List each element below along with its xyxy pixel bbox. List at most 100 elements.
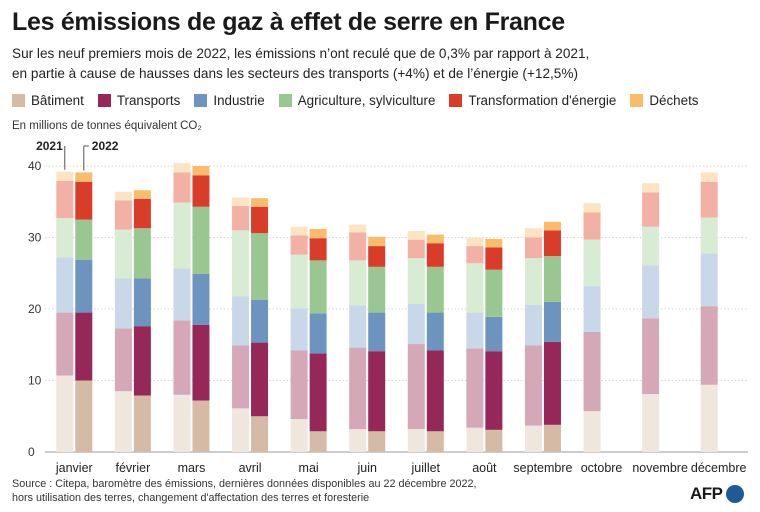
bar-segment [290,308,308,351]
legend-swatch [194,94,208,107]
legend-label: Industrie [213,93,265,108]
bar-segment [700,181,718,218]
legend-swatch [449,94,463,107]
bar-segment [114,391,132,452]
bar-segment [133,395,151,452]
bar-segment [173,202,191,269]
x-tick-label: septembre [513,461,572,475]
bar-segment [56,257,74,313]
y-tick-label: 20 [28,302,42,316]
bar-segment [232,206,250,231]
x-tick-label: mai [299,461,319,475]
legend-swatch [97,94,111,107]
x-tick-label: octobre [581,461,623,475]
bar-segment [368,351,386,432]
chart-title: Les émissions de gaz à effet de serre en… [12,8,565,36]
bar-segment [524,345,542,426]
bar-segment [583,411,601,452]
legend: Bâtiment Transports Industrie Agricultur… [12,93,698,108]
bar-segment [368,266,386,313]
bar-segment [407,239,425,259]
bar-segment [309,353,327,432]
bar-segment [309,260,327,314]
bar-segment [583,203,601,213]
bar-segment [524,425,542,452]
bar-segment [368,236,386,247]
bar-segment [407,429,425,452]
year-label-2022: 2022 [92,139,119,153]
bar-segment [173,172,191,203]
bar-segment [75,259,93,313]
bar-segment [56,375,74,452]
bar-segment [114,278,132,329]
bar-segment [232,408,250,452]
bar-segment [642,318,660,395]
bar-segment [290,226,308,236]
legend-item-transports: Transports [97,93,181,108]
legend-label: Transformation d'énergie [468,93,617,108]
bar-segment [426,243,444,267]
bar-segment [349,305,367,348]
afp-logo: AFP [690,484,744,504]
legend-swatch [630,94,644,107]
bar-segment [309,228,327,239]
bar-segment [173,268,191,321]
bar-segment [583,239,601,287]
x-tick-label: novembre [632,461,688,475]
x-tick-label: août [472,461,497,475]
bar-segment [232,345,250,409]
bar-segment [407,303,425,345]
year-label-2021: 2021 [36,139,63,153]
bar-segment [133,278,151,327]
legend-item-dechets: Déchets [630,93,698,108]
bar-segment [524,258,542,305]
source-note: Source : Citepa, baromètre des émissions… [12,477,477,505]
legend-item-batiment: Bâtiment [12,93,84,108]
bar-segment [426,312,444,351]
bar-segment [524,304,542,346]
bar-segment [75,312,93,381]
bar-segment [349,260,367,306]
bar-segment [700,172,718,182]
bar-segment [114,328,132,392]
legend-item-industrie: Industrie [194,93,265,108]
bar-segment [642,192,660,227]
bar-segment [251,233,269,300]
y-tick-label: 30 [28,231,42,245]
bar-segment [407,344,425,430]
bar-segment [466,427,484,452]
bar-segment [192,206,210,274]
bar-segment [485,316,503,352]
bar-segment [700,306,718,385]
legend-item-agriculture: Agriculture, sylviculture [278,93,435,108]
bar-segment [466,348,484,428]
bar-segment [75,172,93,182]
source-line-1: Source : Citepa, baromètre des émissions… [12,478,477,490]
bar-segment [290,235,308,255]
legend-label: Déchets [649,93,699,108]
bar-segment [56,181,74,219]
bar-segment [642,183,660,193]
bar-segment [290,350,308,420]
bar-segment [368,431,386,452]
bar-segment [309,238,327,261]
bar-segment [75,219,93,260]
y-tick-label: 40 [28,159,42,173]
legend-label: Transports [116,93,181,108]
bar-segment [173,320,191,395]
bar-segment [466,263,484,313]
bar-segment [192,166,210,176]
bar-segment [466,237,484,247]
bar-segment [426,350,444,432]
bar-segment [309,313,327,354]
bar-segment [524,228,542,238]
bar-segment [700,253,718,307]
bar-segment [75,181,93,220]
bar-segment [583,286,601,332]
x-tick-label: avril [239,461,262,475]
bar-segment [368,246,386,267]
bar-segment [309,431,327,452]
bar-segment [583,212,601,240]
bar-segment [583,331,601,412]
bar-segment [133,198,151,229]
